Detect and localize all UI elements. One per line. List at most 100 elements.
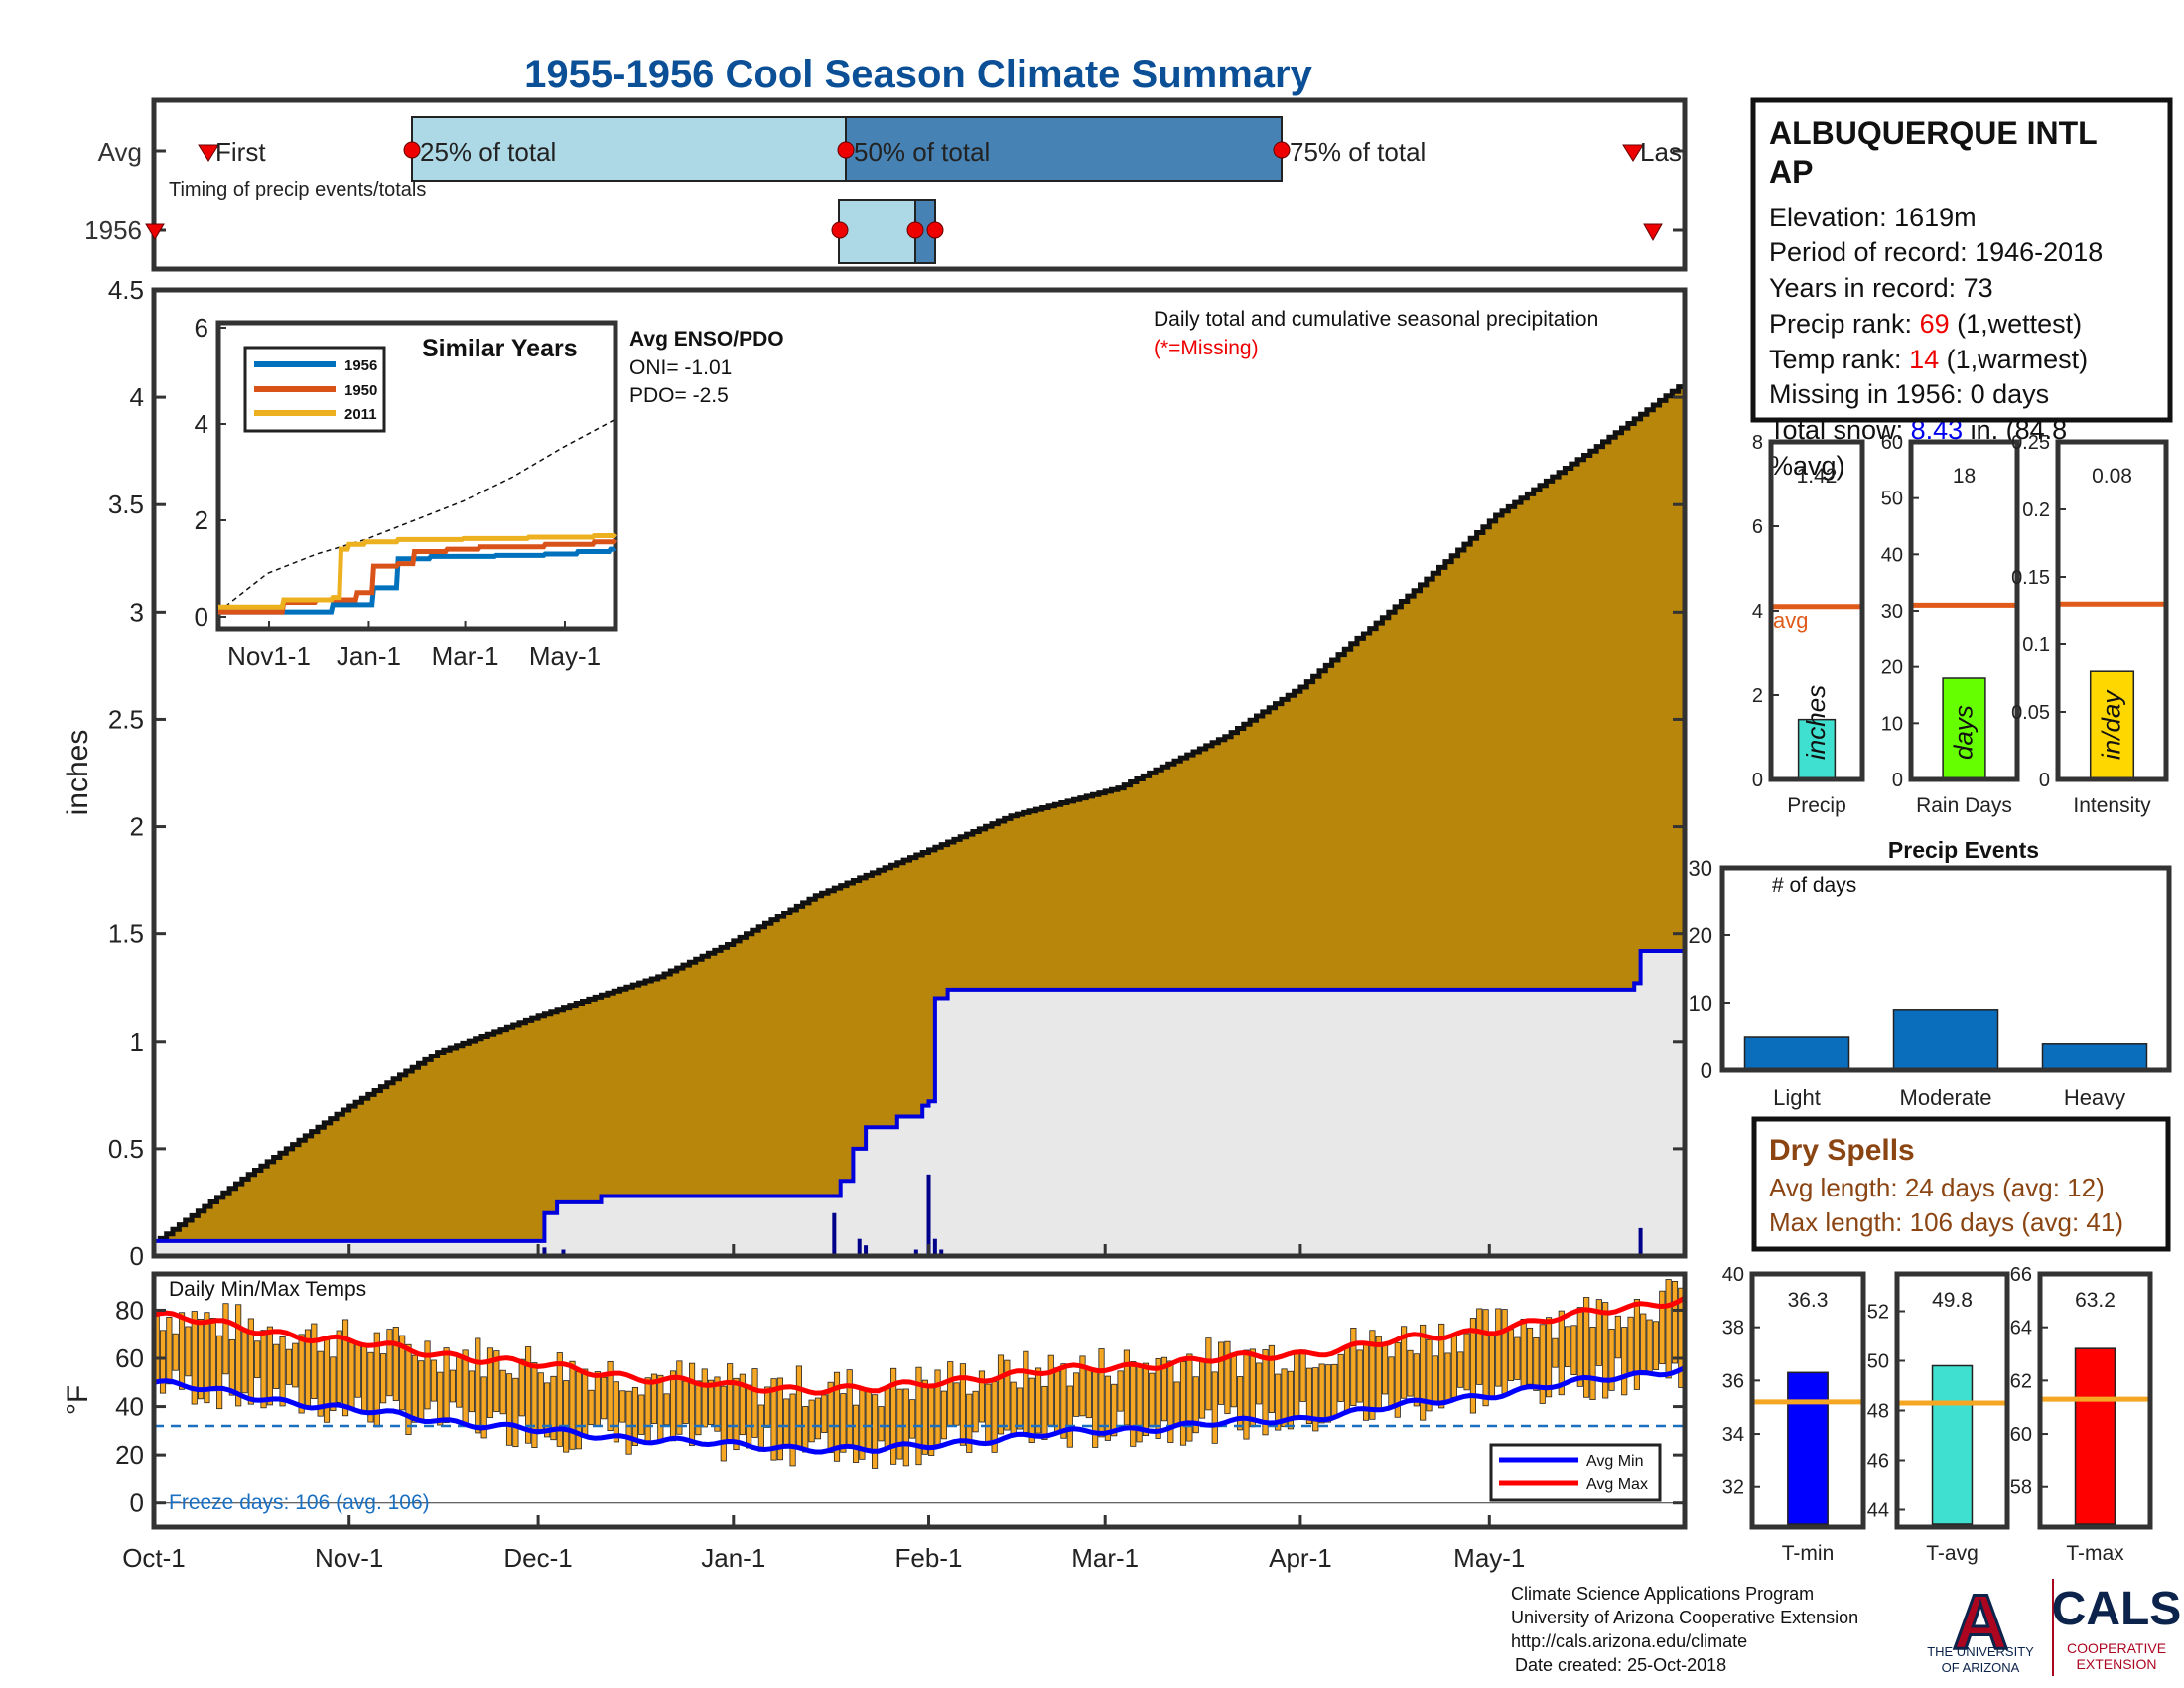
daily-temp-bar <box>959 1363 966 1446</box>
daily-temp-bar <box>783 1398 790 1447</box>
timing-avg-first-marker <box>198 144 219 162</box>
daily-temp-bar <box>1565 1326 1571 1368</box>
daily-temp-bar <box>1098 1348 1105 1438</box>
daily-temp-bar <box>285 1348 293 1385</box>
daily-temp-bar <box>198 1318 205 1400</box>
footer-line2: University of Arizona Cooperative Extens… <box>1511 1608 1858 1627</box>
daily-temp-bar <box>1469 1318 1476 1414</box>
daily-temp-bar <box>1256 1362 1263 1405</box>
daily-temp-bar <box>795 1365 803 1448</box>
cals-logo: CALS <box>2052 1583 2182 1635</box>
temp-summary-value-tavg: 49.8 <box>1932 1289 1973 1312</box>
daily-temp-bar <box>1198 1360 1206 1419</box>
daily-temp-bar <box>1305 1367 1313 1425</box>
summary-value-rain_days: 18 <box>1953 465 1976 488</box>
station-elevation: Elevation: 1619m <box>1769 203 1977 232</box>
daily-temp-bar <box>940 1390 947 1440</box>
daily-temp-bar <box>751 1368 758 1438</box>
summary-label-intensity: Intensity <box>2073 794 2151 817</box>
daily-precip-spike <box>542 1247 547 1256</box>
daily-temp-bar <box>563 1380 570 1453</box>
temp-ytick-label: 80 <box>115 1295 144 1325</box>
legend-avg-max: Avg Max <box>1586 1477 1648 1493</box>
precip-event-bar-heavy <box>2041 1043 2148 1071</box>
daily-temp-bar <box>1023 1350 1029 1433</box>
summary-value-precip: 1.42 <box>1797 465 1838 488</box>
summary-bar-rain_days <box>1942 677 1986 780</box>
avg-cumulative-line <box>154 382 1688 1246</box>
daily-temp-bar <box>1224 1340 1231 1414</box>
daily-temp-bar <box>185 1326 192 1377</box>
daily-temp-bar <box>1066 1385 1073 1448</box>
avg-min-line <box>153 1365 1687 1455</box>
daily-temp-bar <box>228 1338 235 1396</box>
daily-temp-bar <box>1111 1383 1118 1437</box>
precip-events-plot: Light Moderate Heavy 0 10 20 30 <box>1689 856 2148 1110</box>
daily-temp-bar <box>1495 1308 1502 1387</box>
summary-tick-label-intensity: 0.25 <box>2011 432 2050 454</box>
daily-temp-bar <box>1085 1368 1092 1419</box>
temp-summary-tick-label-tmax: 66 <box>2010 1264 2032 1286</box>
inset-plot-area <box>217 418 618 615</box>
legend-avg-min: Avg Min <box>1586 1453 1644 1470</box>
daily-temp-bar <box>1211 1371 1218 1444</box>
temp-title: Daily Min/Max Temps <box>169 1278 366 1301</box>
daily-temp-bar <box>537 1372 544 1432</box>
daily-temp-bar <box>953 1382 960 1426</box>
daily-precip-spike <box>913 1249 918 1256</box>
summary-bar-precip <box>1797 718 1837 780</box>
daily-temp-bar <box>865 1391 872 1450</box>
temp-chart: 0 20 40 60 80 Daily Min/Max Temps °F Freeze … <box>62 1271 1688 1530</box>
daily-temp-bar <box>1123 1349 1130 1426</box>
inset-legend-1956: 1956 <box>344 357 377 374</box>
daily-temp-bar <box>1633 1298 1640 1390</box>
temp-ytick-label: 60 <box>115 1343 144 1373</box>
daily-temp-bar <box>1205 1337 1212 1411</box>
daily-temp-bar <box>336 1330 342 1403</box>
main-precip-chart: 0 0.5 1 1.5 2 2.5 3 3.5 4 4.5 Oct-1 Nov-1 Dec-1 Jan-… <box>62 275 1688 1573</box>
daily-temp-bar <box>638 1394 645 1435</box>
daily-temp-bar <box>386 1329 393 1397</box>
daily-temp-bar <box>1016 1387 1024 1430</box>
daily-temp-bar <box>1041 1385 1048 1440</box>
avg-max-line <box>153 1295 1687 1396</box>
daily-temp-bar <box>266 1326 273 1406</box>
daily-temp-bar <box>714 1376 721 1432</box>
daily-temp-bar <box>1337 1353 1344 1402</box>
summary-tick-label-rain_days: 30 <box>1881 601 1903 623</box>
daily-temp-bar <box>1160 1356 1168 1422</box>
summary-tick-label-intensity: 0.15 <box>2011 567 2050 589</box>
summary-unit-rain_days: days <box>1949 705 1979 760</box>
daily-temp-bar <box>808 1399 815 1443</box>
enso-title: Avg ENSO/PDO <box>629 328 784 351</box>
daily-temp-bar <box>575 1371 582 1450</box>
daily-temp-bar <box>1659 1290 1666 1365</box>
daily-precip-spike <box>561 1249 566 1256</box>
daily-temp-bar <box>619 1390 626 1423</box>
daily-temp-bar <box>1331 1363 1338 1419</box>
temp-summary-tick-label-tmin: 32 <box>1722 1477 1744 1499</box>
daily-temp-bar <box>292 1342 299 1388</box>
temp-summary-tick-label-tavg: 48 <box>1867 1401 1889 1423</box>
daily-temp-bar <box>978 1370 986 1423</box>
daily-temp-bar <box>827 1381 834 1454</box>
daily-temp-bar <box>317 1350 324 1417</box>
precip-event-bar-moderate <box>1892 1009 1999 1071</box>
summary-tick-label-precip: 4 <box>1752 601 1763 623</box>
daily-temp-bar <box>764 1386 771 1428</box>
daily-temp-bar <box>380 1353 387 1404</box>
summary-label-precip: Precip <box>1787 794 1846 817</box>
precip-events-title: Precip Events <box>1888 837 2039 863</box>
daily-temp-bar <box>1186 1353 1193 1442</box>
temp-summary-label-tavg: T-avg <box>1926 1542 1979 1565</box>
temp-summary-tick-label-tmax: 62 <box>2010 1370 2032 1392</box>
inset-ytick-label: 0 <box>195 602 208 632</box>
daily-temp-bar <box>1457 1351 1464 1388</box>
daily-temp-bar <box>1401 1326 1408 1399</box>
timing-row-avg: Avg <box>98 137 142 167</box>
daily-temp-bar <box>1230 1352 1237 1408</box>
daily-temp-bar <box>1275 1373 1282 1431</box>
main-ytick-label: 0.5 <box>108 1134 144 1164</box>
daily-temp-bar <box>1520 1318 1527 1388</box>
timing-1956-25-marker <box>831 221 849 239</box>
